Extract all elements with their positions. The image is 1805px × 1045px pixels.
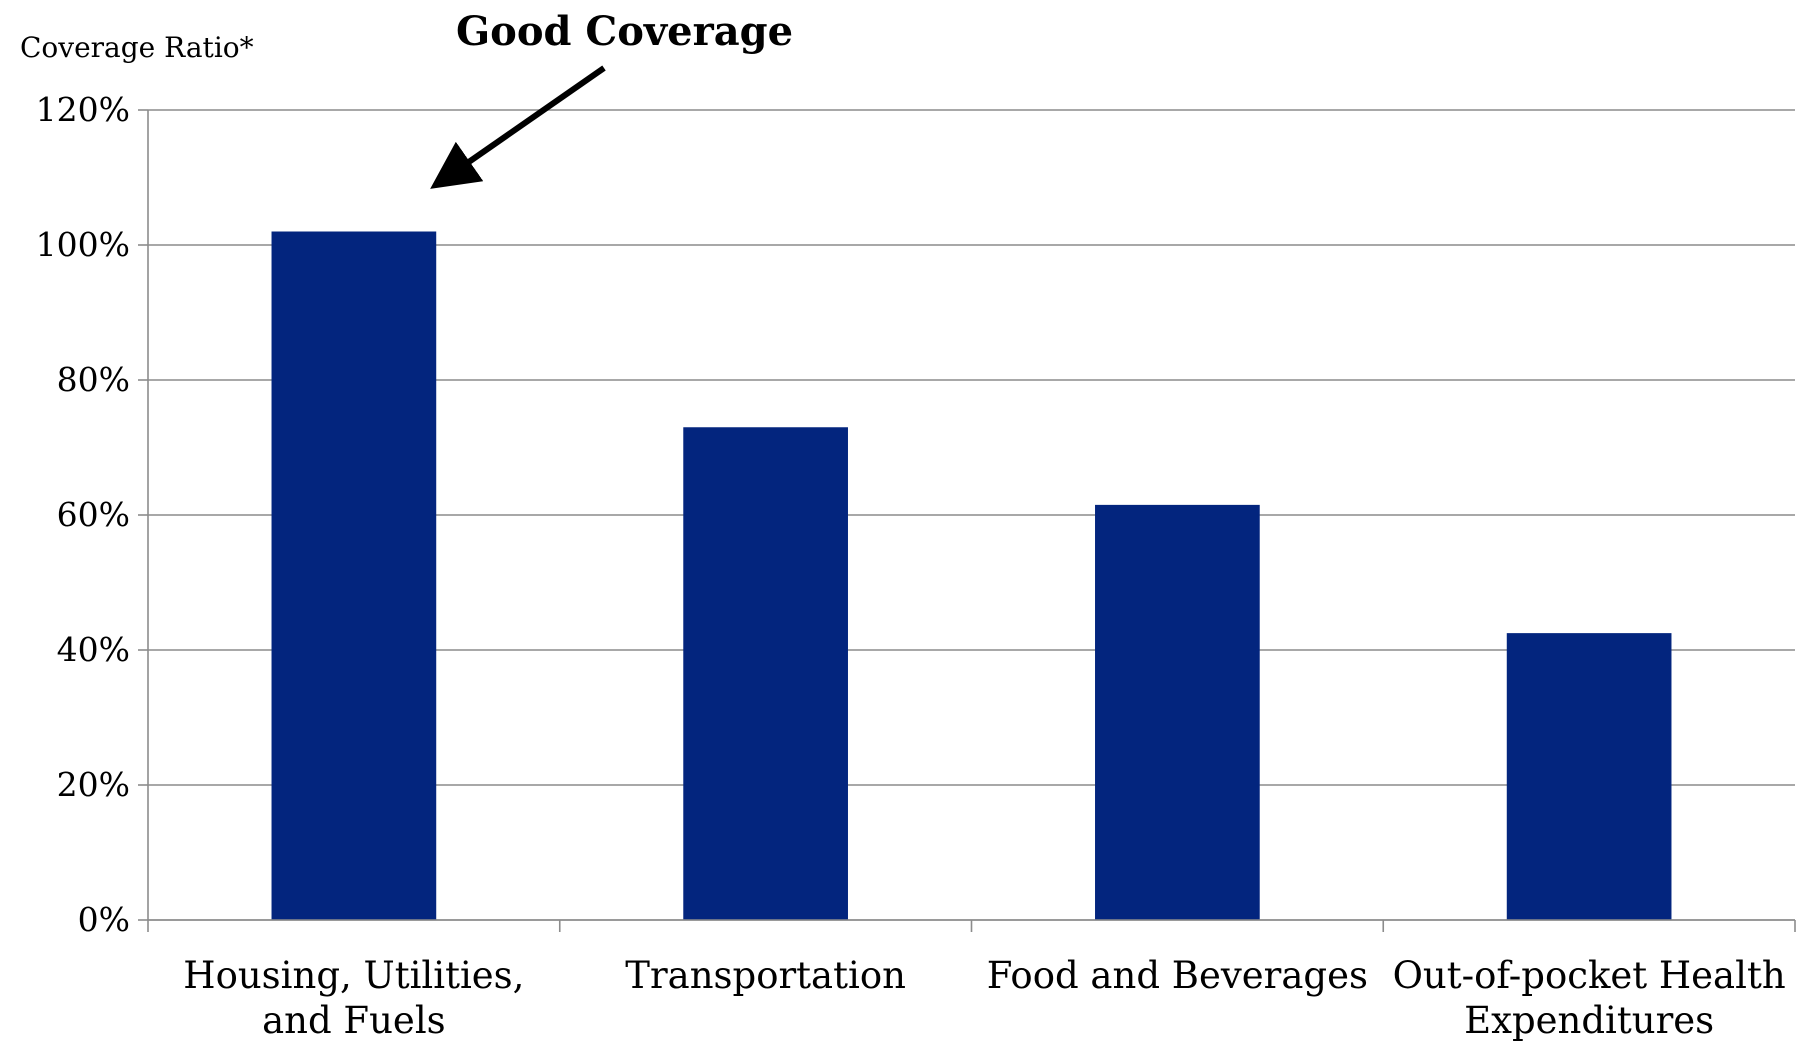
bar [683, 427, 848, 920]
y-tick-label: 80% [57, 360, 130, 399]
axes [138, 109, 1796, 932]
bars [271, 231, 1672, 920]
y-tick-label: 100% [36, 225, 130, 264]
y-tick-label: 40% [57, 630, 130, 669]
y-tick-label: 120% [36, 90, 130, 129]
y-tick-label: 20% [57, 765, 130, 804]
annotation-label: Good Coverage [456, 8, 793, 55]
x-category-label: Out-of-pocket Health [1393, 954, 1786, 997]
x-category-label: Transportation [625, 954, 906, 997]
labels: 0% 20% 40% 60% 80% 100% 120% Housing, Utilities… [36, 90, 1786, 1042]
x-category-label: Housing, Utilities, [183, 954, 524, 997]
y-tick-label: 0% [78, 900, 130, 939]
bar [271, 231, 437, 920]
y-axis-label: Coverage Ratio* [20, 31, 254, 64]
x-category-label: and Fuels [262, 999, 446, 1042]
y-tick-label: 60% [57, 495, 130, 534]
annotation-arrow [430, 65, 606, 189]
bar [1095, 504, 1260, 920]
x-category-label: Food and Beverages [987, 954, 1368, 997]
bar [1506, 633, 1672, 920]
x-category-label: Expenditures [1464, 999, 1714, 1042]
